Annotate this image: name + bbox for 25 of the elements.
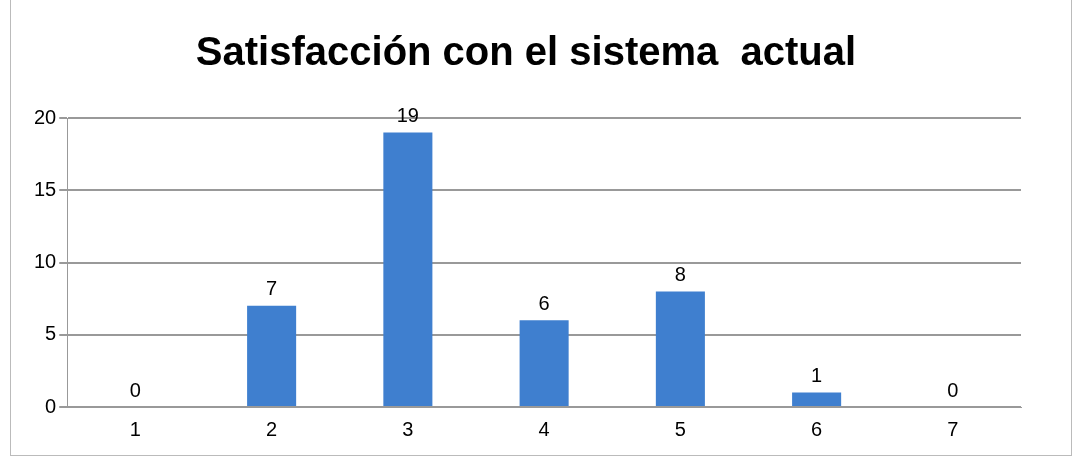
bar xyxy=(792,392,842,406)
x-tick-label: 6 xyxy=(811,417,823,440)
data-label: 7 xyxy=(266,277,278,300)
data-label: 0 xyxy=(947,378,959,401)
bar xyxy=(383,132,433,406)
data-label: 8 xyxy=(674,262,686,285)
y-tick-label: 5 xyxy=(45,322,57,345)
data-label: 0 xyxy=(129,378,141,401)
data-label: 6 xyxy=(538,291,550,314)
y-tick-label: 0 xyxy=(45,394,57,417)
bar xyxy=(247,305,297,406)
bar xyxy=(519,320,569,406)
x-tick-label: 7 xyxy=(947,417,959,440)
chart-title: Satisfacción con el sistema actual xyxy=(195,29,857,74)
x-tick-label: 2 xyxy=(266,417,278,440)
y-tick-label: 10 xyxy=(34,250,57,273)
y-tick-label: 20 xyxy=(34,105,57,128)
x-tick-label: 1 xyxy=(129,417,141,440)
x-tick-label: 5 xyxy=(674,417,686,440)
data-label: 1 xyxy=(811,364,823,387)
y-tick-label: 15 xyxy=(34,177,57,200)
data-label: 19 xyxy=(396,103,419,126)
bar xyxy=(655,291,705,406)
x-tick-label: 4 xyxy=(538,417,550,440)
x-tick-label: 3 xyxy=(402,417,414,440)
